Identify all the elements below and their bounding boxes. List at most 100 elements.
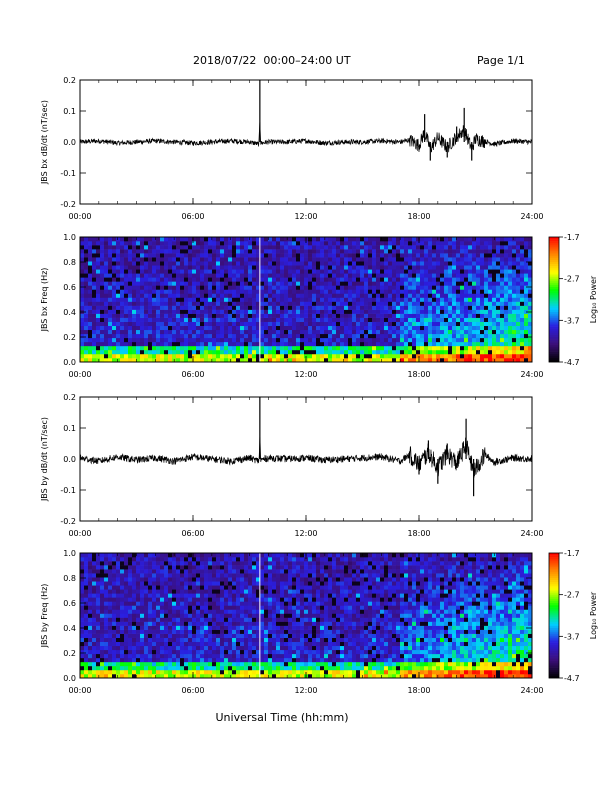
spectrogram-cell [84,669,89,675]
spectrogram-cell [204,357,209,363]
spectrogram-cell [420,253,425,258]
spectrogram-cell [256,309,261,314]
spectrogram-cell [96,285,101,290]
spectrogram-cell [88,353,93,359]
spectrogram-cell [120,629,125,634]
spectrogram-cell [284,269,289,274]
colorbar-segment [549,357,559,361]
spectrogram-cell [220,637,225,643]
spectrogram-cell [208,237,213,242]
spectrogram-cell [316,285,321,290]
spectrogram-cell [116,617,121,622]
spectrogram-cell [168,565,173,570]
spectrogram-cell [320,305,325,310]
spectrogram-cell [164,309,169,314]
spectrogram-cell [224,557,229,562]
spectrogram-cell [144,597,149,602]
spectrogram-cell [100,293,105,298]
spectrogram-cell [136,657,141,663]
spectrogram-cell [424,281,429,286]
spectrogram-cell [464,321,469,327]
spectrogram-cell [260,237,265,242]
spectrogram-cell [208,661,213,667]
spectrogram-cell [232,349,237,355]
spectrogram-cell [168,673,173,679]
spectrogram-cell [472,329,477,335]
spectrogram-cell [216,625,221,630]
spectrogram-cell [356,353,361,359]
spectrogram-cell [172,629,177,634]
spectrogram-cell [104,285,109,290]
spectrogram-cell [348,253,353,258]
spectrogram-cell [164,565,169,570]
spectrogram-cell [280,265,285,270]
spectrogram-cell [172,589,177,594]
spectrogram-cell [132,661,137,667]
spectrogram-cell [332,333,337,339]
spectrogram-cell [188,337,193,343]
spectrogram-cell [284,281,289,286]
spectrogram-cell [328,341,333,347]
spectrogram-cell [436,309,441,314]
spectrogram-cell [244,305,249,310]
spectrogram-cell [104,553,109,558]
spectrogram-cell [456,277,461,282]
spectrogram-cell [444,309,449,314]
spectrogram-cell [140,249,145,254]
spectrogram-cell [80,597,85,602]
spectrogram-cell [152,337,157,343]
spectrogram-cell [204,609,209,614]
spectrogram-cell [380,329,385,335]
spectrogram-cell [528,289,533,294]
spectrogram-cell [200,261,205,266]
spectrogram-cell [136,597,141,602]
spectrogram-cell [360,285,365,290]
spectrogram-cell [128,313,133,318]
spectrogram-cell [328,265,333,270]
spectrogram-cell [236,257,241,262]
spectrogram-cell [92,261,97,266]
spectrogram-cell [296,253,301,258]
spectrogram-cell [116,237,121,242]
colorbar-segment [549,341,559,344]
spectrogram-cell [136,673,141,679]
spectrogram-cell [104,653,109,659]
spectrogram-cell [104,597,109,602]
spectrogram-cell [248,329,253,335]
spectrogram-cell [508,333,513,339]
spectrogram-cell [176,605,181,610]
spectrogram-cell [168,257,173,262]
spectrogram-cell [152,577,157,582]
spectrogram-cell [524,281,529,286]
spectrogram-cell [304,313,309,318]
spectrogram-cell [172,633,177,638]
spectrogram-cell [164,301,169,306]
spectrogram-cell [196,277,201,282]
spectrogram-cell [184,665,189,671]
spectrogram-cell [164,633,169,638]
spectrogram-cell [256,269,261,274]
spectrogram-cell [224,269,229,274]
spectrogram-cell [184,661,189,667]
spectrogram-cell [176,245,181,250]
spectrogram-cell [96,589,101,594]
spectrogram-cell [80,341,85,347]
spectrogram-cell [364,325,369,331]
spectrogram-cell [476,237,481,242]
spectrogram-cell [264,329,269,335]
spectrogram-cell [472,277,477,282]
spectrogram-cell [468,353,473,359]
colorbar-segment [549,301,559,304]
spectrogram-cell [216,333,221,339]
spectrogram-cell [444,321,449,327]
spectrogram-cell [516,333,521,339]
spectrogram-cell [508,317,513,322]
spectrogram-cell [116,609,121,614]
spectrogram-cell [132,281,137,286]
spectrogram-cell [92,245,97,250]
spectrogram-cell [112,617,117,622]
spectrogram-cell [292,289,297,294]
spectrogram-cell [432,273,437,278]
spectrogram-cell [484,281,489,286]
spectrogram-cell [220,269,225,274]
